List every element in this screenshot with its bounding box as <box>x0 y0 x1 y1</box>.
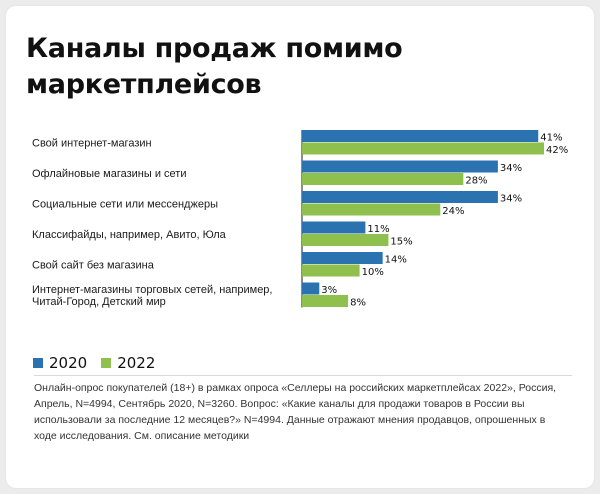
data-label-2022-5: 8% <box>350 297 366 308</box>
data-label-2020-3: 11% <box>367 224 389 235</box>
bar-2022-1 <box>302 173 464 185</box>
bar-2020-2 <box>302 191 498 203</box>
data-label-2020-4: 14% <box>385 254 407 265</box>
bar-2020-0 <box>302 130 539 142</box>
category-label-0: Свой интернет-магазин <box>32 138 152 150</box>
bar-2020-4 <box>302 252 383 264</box>
data-label-2022-3: 15% <box>390 236 412 247</box>
legend: 2020 2022 <box>33 354 169 372</box>
legend-item-2020: 2020 <box>33 354 87 372</box>
category-label-4: Свой сайт без магазина <box>32 260 155 272</box>
data-label-2020-1: 34% <box>500 163 522 174</box>
chart-card <box>6 6 594 488</box>
bar-2022-0 <box>302 142 544 155</box>
legend-label-2022: 2022 <box>117 354 156 372</box>
category-label-1: Офлайновые магазины и сети <box>32 168 186 180</box>
legend-item-2022: 2022 <box>101 354 155 372</box>
bar-2020-5 <box>302 282 320 295</box>
category-label-5-0: Интернет-магазины торговых сетей, наприм… <box>32 284 272 296</box>
data-label-2020-2: 34% <box>500 193 522 204</box>
footnote: Онлайн-опрос покупателей (18+) в рамках … <box>34 382 557 442</box>
data-label-2020-0: 41% <box>540 132 562 143</box>
bar-2022-4 <box>302 264 360 277</box>
bar-2022-5 <box>302 295 349 307</box>
data-label-2022-0: 42% <box>546 145 568 156</box>
data-label-2020-5: 3% <box>321 285 337 296</box>
chart-title: Каналы продаж помимо маркетплейсов <box>26 33 403 100</box>
bar-2020-3 <box>302 221 366 234</box>
bar-2020-1 <box>302 160 498 173</box>
category-label-2: Социальные сети или мессенджеры <box>32 199 218 211</box>
data-label-2022-1: 28% <box>465 175 487 186</box>
data-label-2022-2: 24% <box>442 206 464 217</box>
category-label-5-1: Читай-Город, Детский мир <box>32 296 166 308</box>
category-label-3: Классифайды, например, Авито, Юла <box>32 229 227 241</box>
bar-2022-3 <box>302 234 389 246</box>
legend-swatch-2020 <box>33 358 43 368</box>
divider <box>34 375 572 376</box>
data-label-2022-4: 10% <box>362 267 384 278</box>
bar-2022-2 <box>302 203 441 216</box>
legend-swatch-2022 <box>101 358 112 368</box>
legend-label-2020: 2020 <box>49 354 88 372</box>
